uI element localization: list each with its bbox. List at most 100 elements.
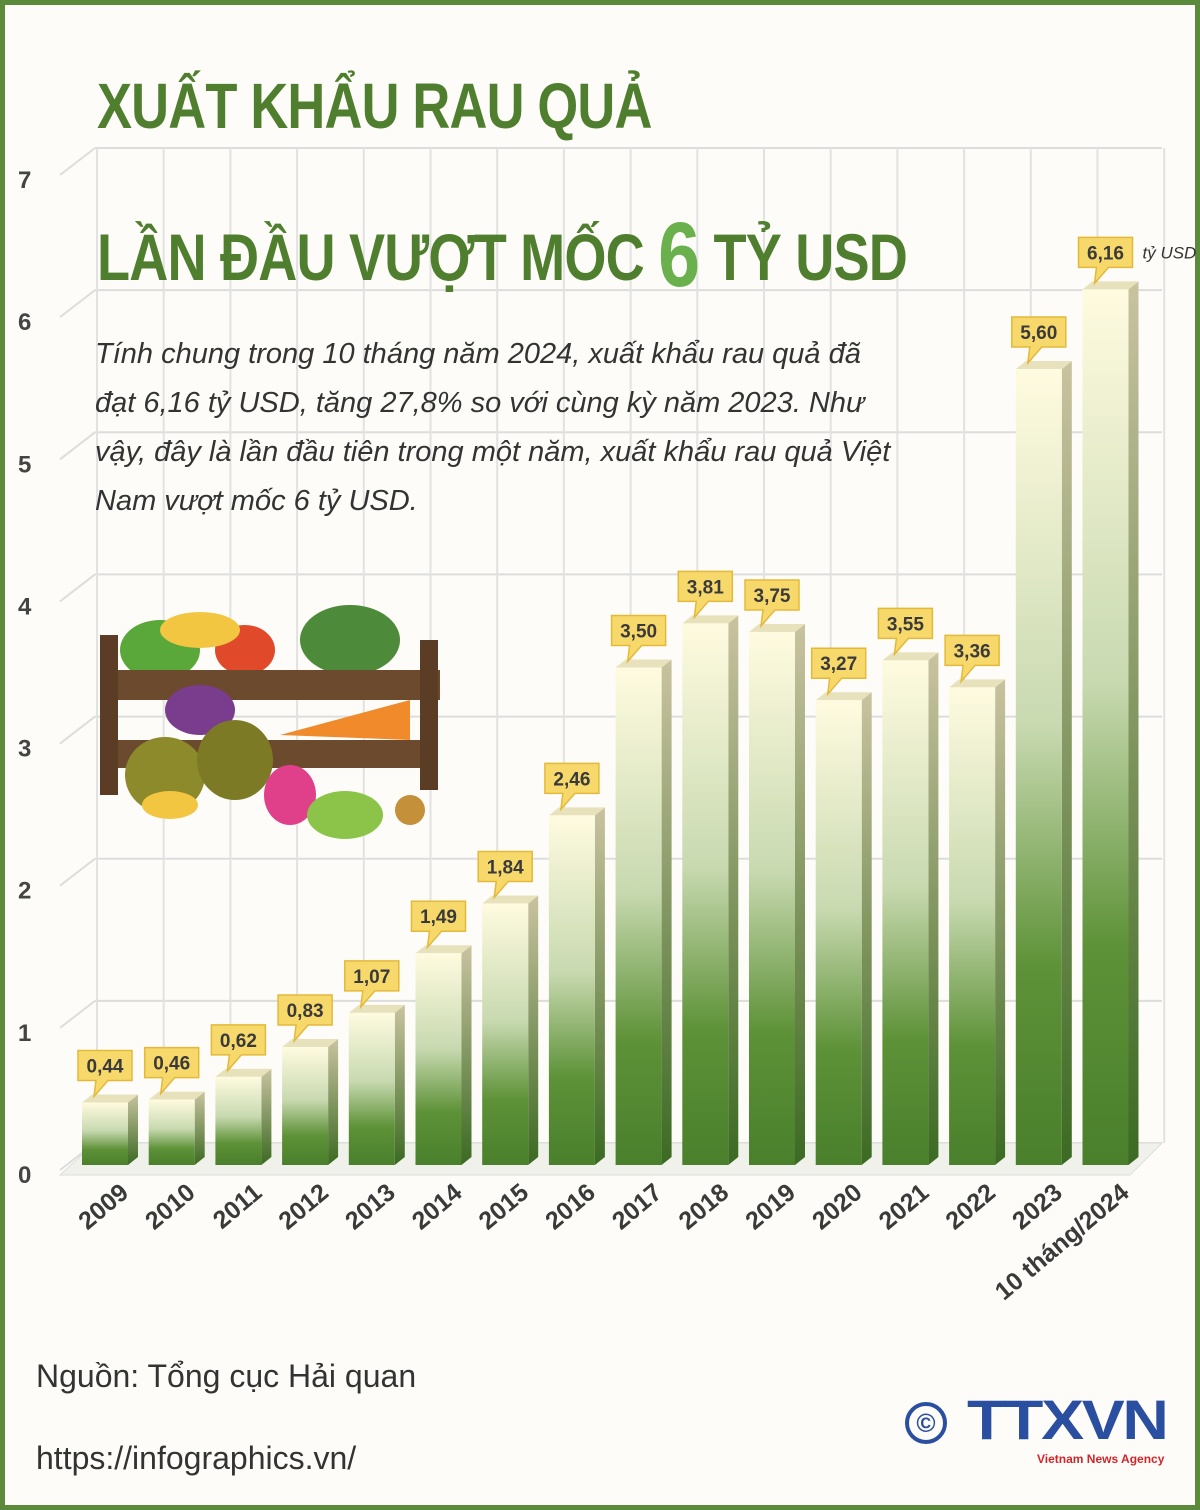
bar-top (615, 659, 672, 668)
description: Tính chung trong 10 tháng năm 2024, xuất… (95, 338, 891, 517)
gridline-diagonal (59, 289, 96, 318)
bar-top (482, 895, 539, 904)
value-label: 2,46 (553, 769, 590, 790)
x-tick-label: 2009 (73, 1178, 134, 1235)
value-callout (544, 762, 600, 812)
value-callout (344, 960, 400, 1010)
x-tick-label: 2018 (674, 1178, 735, 1235)
value-callout (277, 994, 333, 1044)
y-tick-label: 5 (18, 451, 31, 478)
unit-label: tỷ USD (1143, 243, 1197, 262)
value-label: 3,36 (954, 641, 991, 662)
bar-side (1061, 361, 1072, 1165)
bar-top (348, 1004, 405, 1013)
x-tick-label: 2012 (273, 1178, 334, 1235)
value-label: 3,55 (887, 614, 924, 635)
bar-side (328, 1039, 339, 1165)
value-callout (1011, 316, 1067, 366)
bar (148, 1099, 195, 1165)
bar-top (415, 945, 472, 954)
logo-tagline: Vietnam News Agency (1037, 1452, 1165, 1466)
y-tick-label: 3 (18, 736, 31, 763)
x-tick-label: 2011 (208, 1178, 268, 1234)
value-label: 0,46 (153, 1054, 190, 1075)
gridline-diagonal (59, 857, 96, 887)
title-highlight-number: 6 (658, 204, 700, 306)
value-callout (744, 579, 800, 629)
bar-side (528, 895, 539, 1165)
bar-side (661, 659, 672, 1165)
value-label: 1,07 (353, 967, 390, 988)
bar (282, 1047, 329, 1165)
x-tick-label: 2015 (473, 1178, 534, 1235)
source: Nguồn: Tổng cục Hải quan (36, 1358, 417, 1394)
bar-side (795, 623, 805, 1165)
value-callout (810, 647, 867, 697)
value-label: 3,50 (620, 622, 657, 643)
copyright-icon: © (905, 1402, 947, 1444)
value-callout (143, 1046, 200, 1096)
bar-side (128, 1094, 138, 1165)
y-tick-label: 4 (18, 593, 32, 620)
value-label: 0,44 (87, 1056, 124, 1077)
y-tick-label: 1 (18, 1020, 31, 1047)
bar-top (215, 1068, 272, 1077)
gridline-diagonal (59, 1000, 96, 1029)
bar-top (682, 615, 739, 624)
bar-side (194, 1091, 205, 1165)
x-tick-label: 2021 (874, 1178, 935, 1235)
y-tick-label: 7 (18, 167, 31, 194)
bar (615, 667, 662, 1165)
value-callout (410, 900, 467, 950)
bar-top (548, 807, 605, 816)
x-tick-label: 2020 (807, 1178, 868, 1235)
x-tick-label: 2022 (940, 1178, 1001, 1235)
x-tick-label: 2014 (407, 1178, 468, 1235)
value-callout (877, 607, 934, 657)
title-text-unit: TỶ USD (713, 220, 908, 294)
ttxvn-logo: © TTXVN Vietnam News Agency (905, 1388, 1170, 1474)
bar (682, 623, 729, 1165)
value-callout (77, 1049, 133, 1099)
bar-side (861, 692, 872, 1165)
y-tick-label: 6 (18, 309, 31, 336)
value-callout (210, 1024, 267, 1074)
bar-top (1015, 361, 1072, 369)
logo-name: TTXVN (967, 1388, 1169, 1451)
bar-side (995, 679, 1006, 1165)
title-line-2: LẦN ĐẦU VƯỢT MỐC 6 TỶ USD (97, 204, 908, 307)
bar-top (148, 1091, 205, 1100)
title-line-1: XUẤT KHẨU RAU QUẢ (97, 70, 652, 142)
bar-side (728, 615, 739, 1165)
bar (815, 700, 862, 1165)
gridline-diagonal (59, 573, 96, 603)
bar (482, 903, 529, 1165)
x-tick-label: 2019 (740, 1178, 801, 1235)
bar-side (461, 945, 472, 1165)
x-tick-label: 2016 (540, 1178, 601, 1235)
source-url[interactable]: https://infographics.vn/ (36, 1440, 357, 1476)
bar (1015, 369, 1062, 1165)
bar-top (815, 692, 872, 701)
value-callout (944, 634, 1000, 684)
value-callout (477, 850, 533, 900)
value-label: 1,49 (420, 907, 457, 928)
bar (1082, 289, 1129, 1165)
bar (348, 1012, 395, 1165)
value-label: 1,84 (487, 857, 524, 878)
value-label: 0,83 (287, 1001, 324, 1022)
gridline-diagonal (59, 431, 96, 461)
bar-top (1082, 281, 1139, 290)
bar (882, 660, 929, 1165)
value-callout (677, 570, 734, 620)
vegetable-crate-illustration (100, 605, 440, 839)
gridline-diagonal (59, 147, 96, 176)
bar (949, 687, 996, 1165)
bar-top (749, 623, 805, 632)
bar-top (82, 1094, 138, 1103)
bar-top (282, 1039, 339, 1048)
value-callout (610, 614, 667, 664)
bar-side (394, 1004, 405, 1165)
